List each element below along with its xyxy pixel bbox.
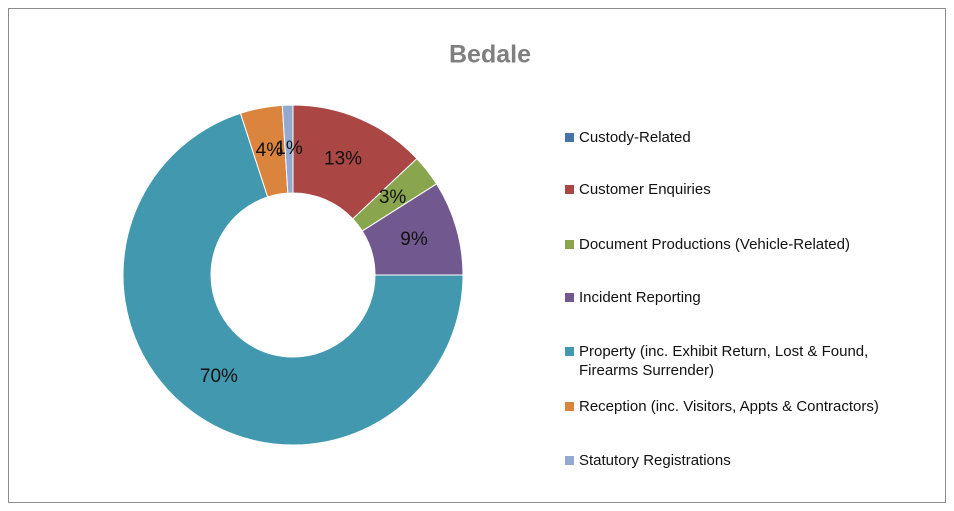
legend-entry: Statutory Registrations xyxy=(565,451,905,470)
legend-label: Reception (inc. Visitors, Appts & Contra… xyxy=(579,398,879,415)
data-label: 1% xyxy=(275,138,303,159)
legend-label: Custody-Related xyxy=(579,129,691,146)
legend-label: Document Productions (Vehicle-Related) xyxy=(579,236,850,253)
data-label: 70% xyxy=(200,366,238,387)
legend-swatch xyxy=(565,133,574,142)
legend-swatch xyxy=(565,240,574,249)
legend-swatch xyxy=(565,456,574,465)
legend-label: Property (inc. Exhibit Return, Lost & Fo… xyxy=(579,343,869,379)
legend-entry: Property (inc. Exhibit Return, Lost & Fo… xyxy=(565,342,905,380)
legend-entry: Customer Enquiries xyxy=(565,180,905,199)
data-label: 13% xyxy=(324,148,362,169)
chart-title: Bedale xyxy=(449,41,531,69)
data-label: 9% xyxy=(400,229,428,250)
legend-label: Incident Reporting xyxy=(579,289,701,306)
legend-label: Statutory Registrations xyxy=(579,452,731,469)
donut-slice xyxy=(122,112,464,446)
legend-label: Customer Enquiries xyxy=(579,181,711,198)
legend-swatch xyxy=(565,293,574,302)
legend-entry: Custody-Related xyxy=(565,128,905,147)
data-label: 3% xyxy=(379,187,407,208)
legend-entry: Incident Reporting xyxy=(565,288,905,307)
legend-entry: Reception (inc. Visitors, Appts & Contra… xyxy=(565,397,905,416)
data-label: 4% xyxy=(256,140,284,161)
legend-swatch xyxy=(565,402,574,411)
legend-swatch xyxy=(565,347,574,356)
donut-slice xyxy=(281,104,294,194)
legend-swatch xyxy=(565,185,574,194)
legend-entry: Document Productions (Vehicle-Related) xyxy=(565,235,905,254)
